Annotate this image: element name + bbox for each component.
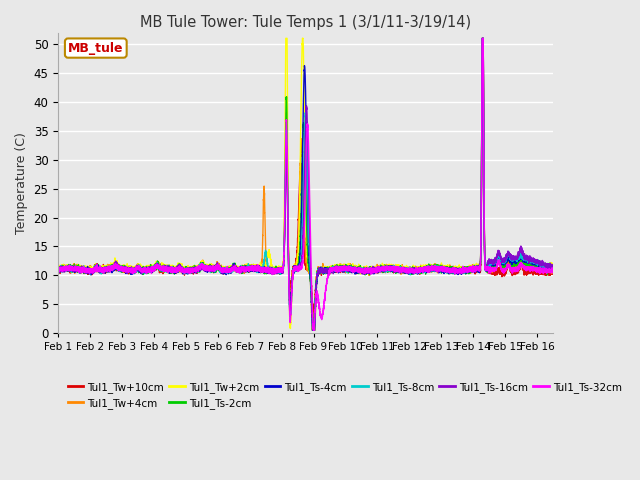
Legend: Tul1_Tw+10cm, Tul1_Tw+4cm, Tul1_Tw+2cm, Tul1_Ts-2cm, Tul1_Ts-4cm, Tul1_Ts-8cm, T: Tul1_Tw+10cm, Tul1_Tw+4cm, Tul1_Tw+2cm, … — [63, 377, 626, 413]
Title: MB Tule Tower: Tule Temps 1 (3/1/11-3/19/14): MB Tule Tower: Tule Temps 1 (3/1/11-3/19… — [140, 15, 471, 30]
Y-axis label: Temperature (C): Temperature (C) — [15, 132, 28, 234]
Text: MB_tule: MB_tule — [68, 42, 124, 55]
